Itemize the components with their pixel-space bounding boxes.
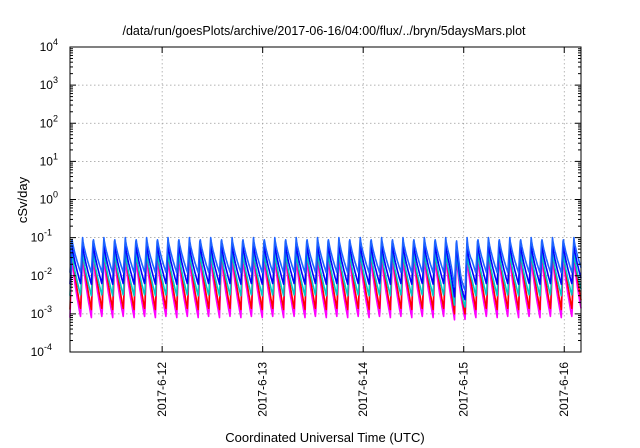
y-tick-base: 10	[40, 116, 54, 130]
y-tick-exponent: -3	[44, 304, 52, 314]
y-tick-exponent: 1	[53, 151, 58, 161]
y-tick-base: 10	[40, 193, 54, 207]
chart-title: /data/run/goesPlots/archive/2017-06-16/0…	[122, 24, 526, 38]
y-tick-label: 10-4	[31, 342, 52, 359]
y-tick-exponent: -2	[44, 266, 52, 276]
y-tick-label: 10-2	[31, 266, 52, 283]
y-tick-exponent: -4	[44, 342, 52, 352]
y-tick-base: 10	[40, 40, 54, 54]
y-tick-label: 101	[40, 151, 58, 168]
series-line-3	[69, 242, 582, 301]
x-tick-labels: 2017-6-12 2017-6-13 2017-6-14 2017-6-15 2017…	[155, 362, 571, 417]
x-tick-label: 2017-6-15	[457, 362, 471, 417]
y-tick-label: 100	[40, 190, 58, 207]
series-line-2	[69, 250, 582, 308]
y-tick-base: 10	[31, 307, 45, 321]
x-tick-label: 2017-6-14	[356, 362, 370, 417]
y-tick-label: 10-1	[31, 228, 52, 245]
y-axis-title: cSv/day	[15, 176, 30, 223]
x-tick-label: 2017-6-16	[557, 362, 571, 417]
y-tick-exponent: 0	[53, 190, 58, 200]
series-layer	[69, 236, 582, 321]
x-tick-label: 2017-6-13	[256, 362, 270, 417]
y-tick-exponent: 3	[53, 75, 58, 85]
y-tick-exponent: 4	[53, 37, 58, 47]
tick-layer	[70, 46, 581, 353]
y-tick-base: 10	[31, 269, 45, 283]
series-line-4	[69, 236, 582, 291]
y-tick-base: 10	[40, 154, 54, 168]
y-tick-exponent: -1	[44, 228, 52, 238]
y-tick-label: 104	[40, 37, 58, 54]
y-tick-label: 103	[40, 75, 58, 92]
x-tick-label: 2017-6-12	[155, 362, 169, 417]
y-tick-label: 102	[40, 113, 58, 130]
y-tick-label: 10-3	[31, 304, 52, 321]
series-line-0	[69, 254, 582, 321]
y-tick-base: 10	[31, 345, 45, 359]
y-tick-base: 10	[31, 231, 45, 245]
x-axis-title: Coordinated Universal Time (UTC)	[225, 430, 424, 445]
y-tick-base: 10	[40, 78, 54, 92]
series-line-1	[69, 245, 582, 315]
y-tick-exponent: 2	[53, 113, 58, 123]
